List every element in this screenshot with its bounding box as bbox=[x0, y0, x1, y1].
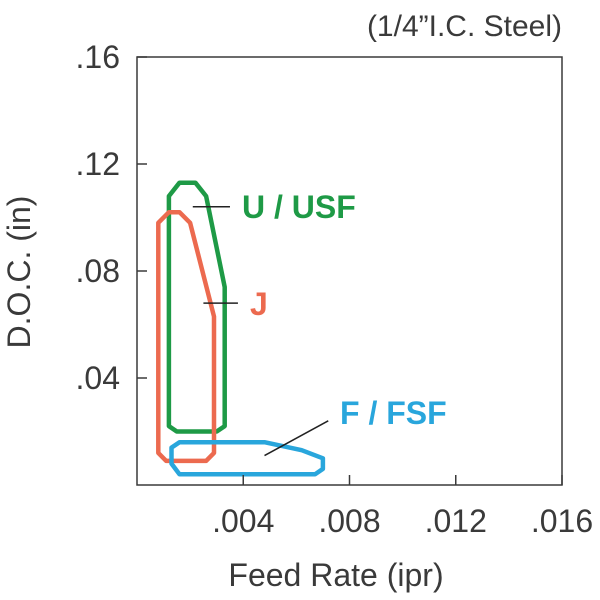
y-tick-label: .08 bbox=[76, 253, 120, 289]
x-tick-label: .004 bbox=[212, 503, 274, 539]
region-f-fsf-pointer bbox=[264, 420, 329, 457]
y-axis-title: D.O.C. (in) bbox=[1, 196, 37, 349]
x-axis-title: Feed Rate (ipr) bbox=[228, 557, 443, 593]
region-u-usf-label: U / USF bbox=[242, 189, 356, 225]
region-f-fsf-label: F / FSF bbox=[340, 395, 447, 431]
region-u-usf bbox=[166, 180, 227, 434]
x-tick-label: .012 bbox=[425, 503, 487, 539]
y-tick-label: .12 bbox=[76, 146, 120, 182]
x-tick-label: .016 bbox=[531, 503, 593, 539]
chart-note: (1/4”I.C. Steel) bbox=[367, 10, 562, 43]
y-tick-label: .04 bbox=[76, 360, 120, 396]
region-j-label: J bbox=[250, 286, 268, 322]
y-tick-label: .16 bbox=[76, 39, 120, 75]
region-f-fsf bbox=[169, 439, 326, 477]
region-j bbox=[156, 209, 217, 464]
x-tick-label: .008 bbox=[318, 503, 380, 539]
